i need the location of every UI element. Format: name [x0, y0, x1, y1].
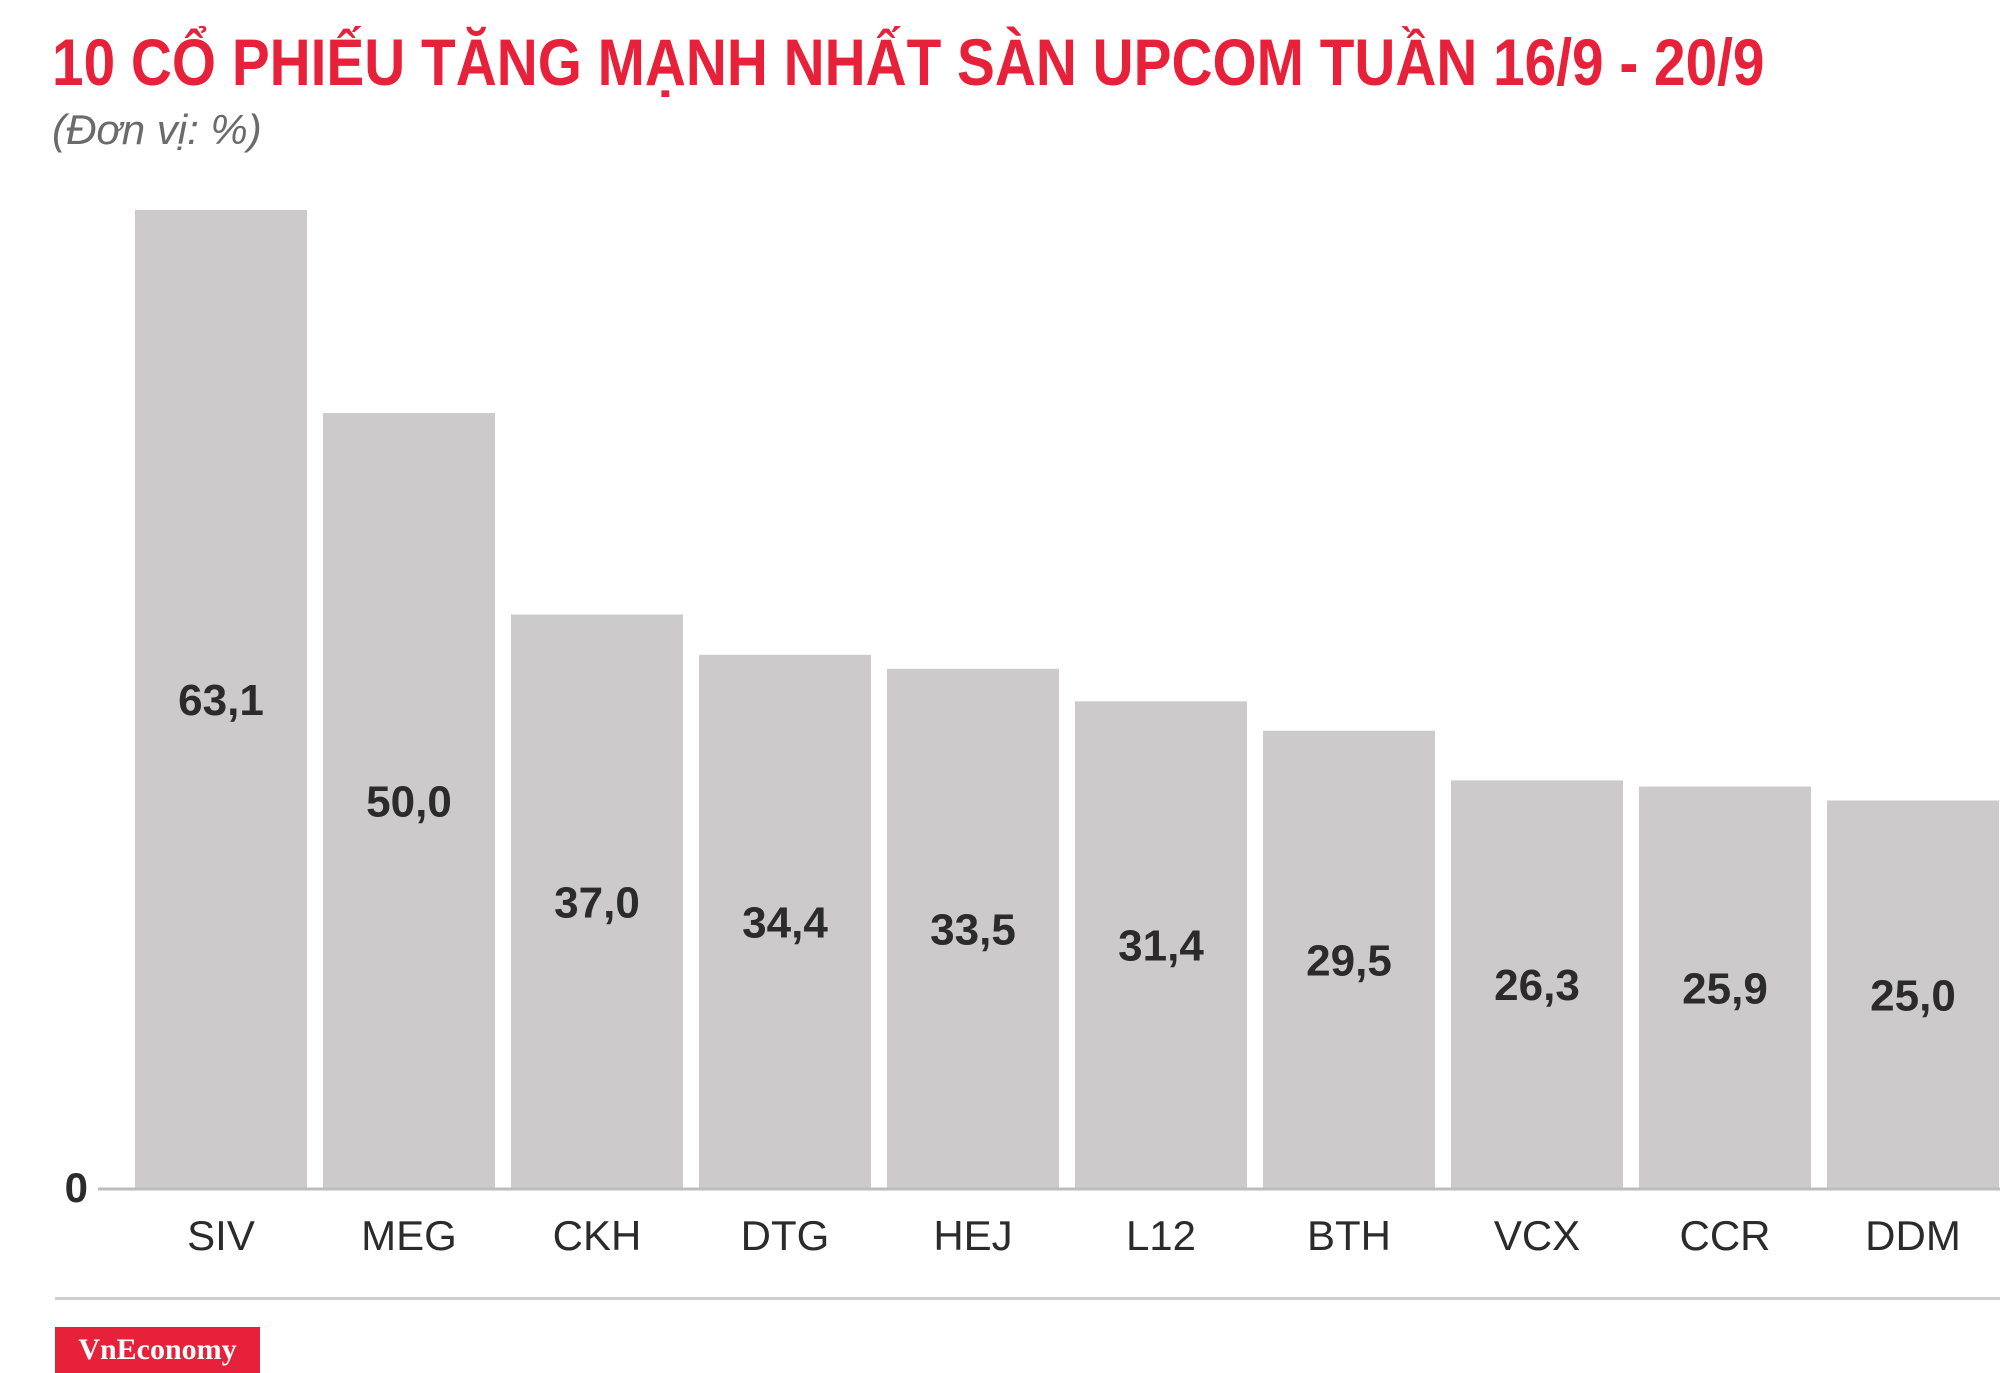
- data-label: 37,0: [554, 878, 640, 927]
- data-label: 25,0: [1870, 971, 1956, 1020]
- bar-bth: [1263, 730, 1435, 1188]
- x-tick-label: CCR: [1680, 1212, 1771, 1259]
- x-tick-label: MEG: [361, 1212, 457, 1259]
- bar-vcx: [1451, 780, 1623, 1188]
- y-tick-label: 0: [65, 1164, 88, 1211]
- data-label: 29,5: [1306, 936, 1392, 985]
- data-label: 50,0: [366, 778, 452, 827]
- chart-subtitle: (Đơn vị: %): [52, 106, 262, 153]
- x-tick-label: VCX: [1494, 1212, 1580, 1259]
- data-label: 33,5: [930, 905, 1016, 954]
- x-tick-label: BTH: [1307, 1212, 1391, 1259]
- x-tick-label: DDM: [1865, 1212, 1961, 1259]
- bar-l12: [1075, 701, 1247, 1188]
- data-label: 34,4: [742, 898, 828, 947]
- data-label: 26,3: [1494, 961, 1580, 1010]
- x-tick-label: SIV: [187, 1212, 255, 1259]
- footer-divider: [55, 1297, 2000, 1300]
- bar-hej: [887, 668, 1059, 1188]
- data-label: 31,4: [1118, 922, 1204, 971]
- bar-siv: [135, 210, 307, 1188]
- x-tick-label: HEJ: [933, 1212, 1012, 1259]
- data-label: 63,1: [178, 676, 264, 725]
- x-tick-label: CKH: [553, 1212, 642, 1259]
- chart-title: 10 CỔ PHIẾU TĂNG MẠNH NHẤT SÀN UPCOM TUẦ…: [52, 25, 1765, 99]
- vneconomy-logo: VnEconomy: [55, 1327, 260, 1373]
- bar-ccr: [1639, 786, 1811, 1188]
- x-tick-label: DTG: [741, 1212, 830, 1259]
- bar-ckh: [511, 614, 683, 1188]
- data-label: 25,9: [1682, 964, 1768, 1013]
- x-tick-label: L12: [1126, 1212, 1196, 1259]
- bar-meg: [323, 413, 495, 1188]
- bar-dtg: [699, 654, 871, 1188]
- bar-ddm: [1827, 800, 1999, 1188]
